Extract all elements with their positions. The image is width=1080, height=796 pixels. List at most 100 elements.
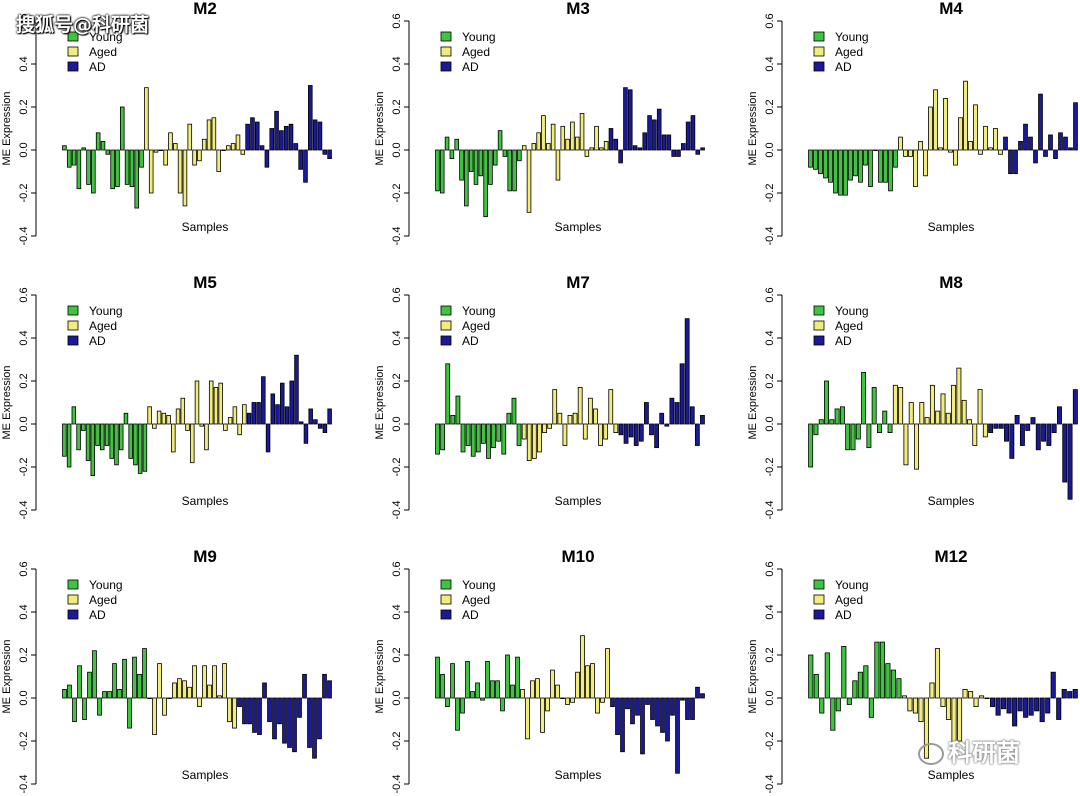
bar-aged	[892, 384, 898, 425]
bar-ad	[632, 145, 638, 151]
bar-aged	[157, 663, 162, 699]
bar-aged	[579, 113, 585, 151]
x-axis-label: Samples	[928, 220, 975, 234]
bar-aged	[570, 697, 575, 703]
y-tick-label: -0.4	[18, 775, 30, 794]
legend-label-ad: AD	[462, 60, 479, 74]
bar-young	[850, 423, 856, 451]
bar-young	[142, 648, 147, 699]
bar-aged	[967, 419, 972, 425]
bar-ad	[988, 423, 994, 434]
bar-young	[464, 149, 469, 207]
bar-ad	[313, 419, 318, 425]
bar-aged	[541, 115, 546, 151]
y-tick-label: 0.2	[18, 373, 30, 388]
bar-ad	[633, 423, 639, 446]
bar-young	[72, 697, 77, 723]
legend-label-ad: AD	[462, 334, 479, 348]
bar-aged	[547, 423, 553, 429]
bar-aged	[213, 387, 219, 425]
bar-ad	[257, 697, 262, 735]
bar-ad	[1038, 93, 1043, 151]
bar-aged	[577, 387, 583, 425]
bar-aged	[595, 697, 600, 714]
bar-young	[71, 406, 77, 425]
bar-ad	[650, 697, 655, 720]
bar-ad	[1068, 147, 1073, 151]
bar-ad	[700, 147, 705, 151]
y-tick-label: -0.2	[18, 184, 30, 203]
bar-young	[813, 423, 819, 436]
bar-aged	[190, 423, 195, 464]
bar-young	[501, 423, 507, 455]
bar-ad	[252, 697, 257, 733]
legend-label-aged: Aged	[89, 45, 117, 59]
legend-swatch-ad	[67, 335, 79, 346]
bar-ad	[666, 134, 672, 151]
bar-ad	[615, 697, 620, 735]
bar-young	[868, 149, 873, 187]
bar-ad	[251, 402, 257, 425]
bar-ad	[665, 697, 670, 742]
bar-aged	[567, 414, 573, 425]
bar-young	[873, 149, 878, 152]
bar-young	[450, 414, 456, 425]
bar-young	[104, 423, 110, 446]
bar-ad	[1041, 423, 1047, 442]
bar-young	[893, 149, 898, 168]
y-tick-label: 0.6	[391, 561, 403, 576]
bar-aged	[914, 423, 919, 470]
legend-label-young: Young	[89, 578, 123, 592]
bar-young	[829, 419, 835, 425]
bar-ad	[1046, 423, 1052, 446]
bar-aged	[608, 389, 614, 425]
bar-ad	[679, 363, 685, 425]
bar-aged	[526, 423, 532, 461]
bar-aged	[603, 140, 609, 151]
bar-aged	[982, 423, 988, 438]
bar-young	[841, 646, 847, 699]
bar-ad	[1018, 140, 1023, 151]
bar-aged	[953, 149, 958, 166]
bar-aged	[605, 648, 610, 699]
bar-aged	[560, 697, 565, 700]
panel-m8: M8 -0.4 -0.2 0.0 0.2 0.4 0.6 ME Expression Sampl…	[747, 273, 1078, 519]
bar-young	[107, 691, 112, 699]
bar-ad	[1033, 149, 1038, 164]
bar-aged	[928, 106, 933, 151]
y-tick-label: -0.2	[764, 732, 776, 751]
y-axis-label: ME Expression	[1, 640, 13, 714]
bar-aged	[172, 682, 177, 699]
bar-young	[478, 149, 484, 177]
bar-ad	[1050, 671, 1056, 699]
legend-swatch-ad	[440, 335, 452, 346]
bar-ad	[644, 402, 649, 425]
bar-ad	[1058, 132, 1063, 151]
bar-ad	[277, 697, 282, 725]
bar-aged	[156, 410, 162, 425]
bar-aged	[223, 423, 228, 431]
bar-young	[66, 149, 72, 168]
bar-young	[853, 149, 858, 177]
bar-ad	[256, 402, 261, 425]
y-tick-label: 0.4	[391, 330, 403, 345]
bar-aged	[232, 406, 238, 425]
bar-ad	[250, 117, 255, 151]
bar-aged	[940, 697, 946, 708]
bar-aged	[977, 389, 983, 425]
legend-swatch-aged	[813, 594, 825, 605]
bar-aged	[582, 423, 588, 440]
bar-young	[813, 149, 818, 170]
y-tick-label: 0.0	[18, 142, 30, 157]
legend-swatch-aged	[67, 594, 79, 605]
bar-young	[132, 656, 137, 699]
panel-title: M4	[939, 0, 963, 18]
bar-aged	[593, 408, 598, 425]
bar-ad	[1006, 697, 1012, 714]
legend-label-young: Young	[462, 578, 496, 592]
legend-label-young: Young	[89, 304, 123, 318]
bar-ad	[620, 697, 625, 753]
bar-young	[871, 387, 877, 425]
bar-ad	[659, 412, 665, 425]
bar-ad	[282, 697, 287, 744]
